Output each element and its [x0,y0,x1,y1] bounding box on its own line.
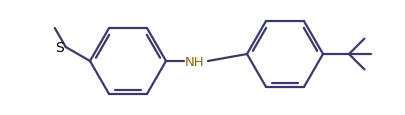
Text: S: S [55,41,64,55]
Text: NH: NH [185,56,204,69]
